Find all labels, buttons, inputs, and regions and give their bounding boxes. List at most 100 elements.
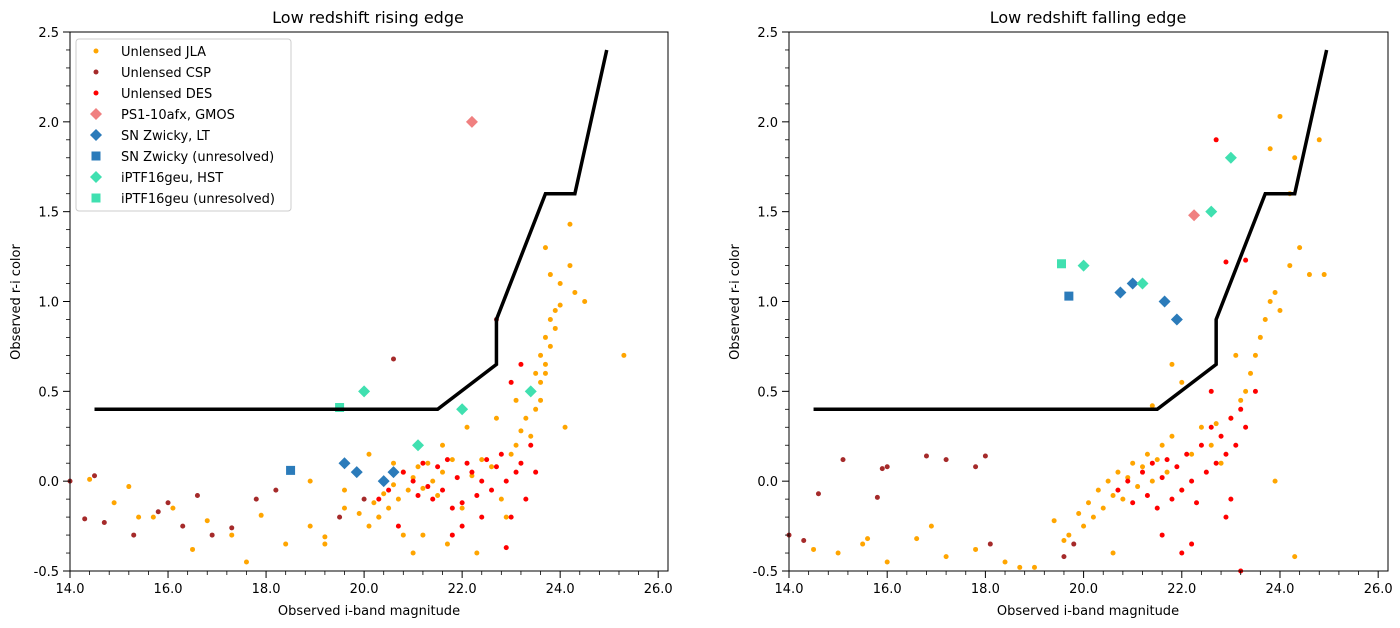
data-point — [567, 221, 573, 227]
data-point — [1115, 469, 1121, 475]
y-axis-label: Observed r-i color — [9, 244, 24, 360]
data-point — [860, 541, 866, 547]
data-point — [552, 307, 558, 313]
data-point — [1031, 564, 1037, 570]
data-point — [1243, 257, 1249, 263]
data-point — [1257, 334, 1263, 340]
data-point — [82, 516, 88, 522]
data-point — [1233, 442, 1239, 448]
data-point — [493, 415, 499, 421]
series-sn-zwicky-lt — [338, 457, 400, 488]
y-tick-label: 0.5 — [38, 385, 59, 400]
data-point — [923, 453, 929, 459]
data-point — [430, 496, 436, 502]
data-point — [1095, 487, 1101, 493]
data-point — [444, 457, 450, 463]
data-point — [1277, 307, 1283, 313]
legend-entry-iptf16geu-unresolved: iPTF16geu (unresolved) — [91, 192, 275, 207]
data-point — [547, 272, 553, 278]
data-point — [358, 385, 371, 398]
data-point — [1136, 277, 1149, 290]
legend: Unlensed JLA Unlensed CSP Unlensed DES P… — [75, 38, 292, 212]
data-point — [1002, 559, 1008, 565]
data-point — [1100, 505, 1106, 511]
data-point — [513, 442, 519, 448]
selection-boundary-line — [813, 49, 1329, 412]
data-point — [503, 545, 509, 551]
data-point — [489, 487, 495, 493]
data-point — [513, 469, 519, 475]
data-point — [982, 453, 988, 459]
series-unlensed-csp — [786, 453, 1077, 560]
data-point — [273, 487, 279, 493]
y-tick-label: 2.0 — [757, 116, 778, 131]
data-point — [542, 245, 548, 251]
data-point — [1120, 496, 1126, 502]
data-point — [1306, 272, 1312, 278]
y-tick-label: 1.0 — [757, 296, 778, 311]
data-point — [474, 493, 480, 499]
data-point — [1179, 550, 1185, 556]
data-point — [1061, 537, 1067, 543]
data-point — [1243, 388, 1249, 394]
data-point — [1056, 259, 1066, 269]
data-point — [425, 460, 431, 466]
data-point — [1081, 523, 1087, 529]
data-point — [987, 541, 993, 547]
legend-marker — [90, 108, 102, 120]
data-point — [1184, 451, 1190, 457]
data-point — [1292, 155, 1298, 161]
data-point — [465, 115, 478, 128]
data-point — [454, 475, 460, 481]
data-point — [371, 500, 377, 506]
plot-area — [786, 49, 1329, 574]
legend-label: Unlensed CSP — [121, 66, 211, 81]
data-point — [1159, 475, 1165, 481]
data-point — [1110, 493, 1116, 499]
y-tick-label: 2.5 — [38, 26, 59, 41]
data-point — [1267, 299, 1273, 304]
data-point — [1126, 277, 1139, 290]
x-tick-label: 18.0 — [252, 582, 281, 597]
data-point — [1223, 259, 1229, 265]
data-point — [459, 505, 465, 511]
chart-title: Low redshift falling edge — [990, 8, 1187, 27]
data-point — [1198, 442, 1204, 448]
legend-entry-unlensed-jla: Unlensed JLA — [93, 45, 206, 60]
data-point — [456, 403, 469, 416]
data-point — [412, 439, 425, 452]
data-point — [928, 523, 934, 529]
data-point — [503, 514, 509, 520]
data-point — [92, 473, 98, 479]
data-point — [1125, 478, 1131, 484]
data-point — [258, 512, 264, 518]
data-point — [1228, 496, 1234, 502]
data-point — [209, 532, 215, 538]
data-point — [479, 457, 485, 463]
legend-marker — [93, 90, 99, 96]
data-point — [1149, 478, 1155, 484]
legend-marker — [93, 48, 99, 54]
data-point — [1164, 457, 1170, 463]
data-point — [1213, 460, 1219, 466]
data-point — [801, 537, 807, 543]
data-point — [1159, 442, 1165, 448]
data-point — [508, 451, 514, 457]
x-axis-label: Observed i-band magnitude — [278, 604, 460, 619]
series-iptf16geu-hst — [358, 385, 537, 452]
data-point — [415, 464, 421, 470]
x-tick-label: 18.0 — [971, 582, 1000, 597]
data-point — [435, 493, 441, 499]
data-point — [440, 442, 446, 448]
data-point — [1130, 500, 1136, 506]
data-point — [1064, 291, 1074, 301]
data-point — [356, 511, 362, 517]
data-point — [440, 469, 446, 475]
data-point — [538, 352, 544, 358]
data-point — [523, 496, 529, 502]
panel-rising-edge: Low redshift rising edge 14.0 16.0 18.0 20.… — [9, 8, 673, 619]
axis-ticks: 14.0 16.0 18.0 20.0 22.0 24.0 26.0 -0.5 0.0 0.5 1.… — [34, 26, 673, 597]
data-point — [484, 457, 490, 463]
data-point — [459, 523, 465, 529]
y-tick-label: 0.5 — [757, 385, 778, 400]
